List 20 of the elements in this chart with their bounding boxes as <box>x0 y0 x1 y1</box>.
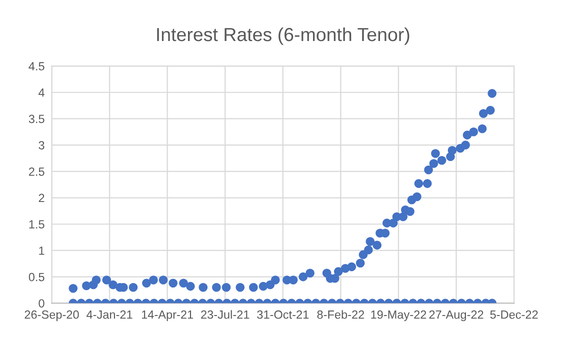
y-tick-label: 2 <box>38 194 44 202</box>
x-tick-label: 8-Feb-22 <box>317 310 364 319</box>
x-tick-label: 23-Jul-21 <box>201 310 250 319</box>
y-tick-label: 3 <box>38 141 44 150</box>
y-tick-label: 1 <box>39 246 44 255</box>
x-tick-label: 14-Apr-21 <box>142 310 193 322</box>
y-tick-label: 3.5 <box>28 114 44 124</box>
y-tick-label: 2.5 <box>28 167 44 176</box>
y-tick-label: 0.5 <box>28 272 44 282</box>
chart-title: Interest Rates (6-month Tenor) <box>157 27 410 45</box>
y-tick-label: 1.5 <box>29 220 44 229</box>
x-tick-label: 19-May-22 <box>371 310 426 322</box>
y-tick-label: 0 <box>38 299 44 308</box>
x-tick-label: 5-Dec-22 <box>490 310 538 319</box>
y-tick-label: 4 <box>38 88 44 97</box>
y-tick-label: 4.5 <box>28 62 44 70</box>
x-tick-label: 31-Oct-21 <box>257 310 309 319</box>
x-tick-label: 27-Aug-22 <box>429 310 484 322</box>
x-tick-label: 4-Jan-21 <box>86 310 132 319</box>
x-tick-label: 26-Sep-20 <box>24 310 79 322</box>
